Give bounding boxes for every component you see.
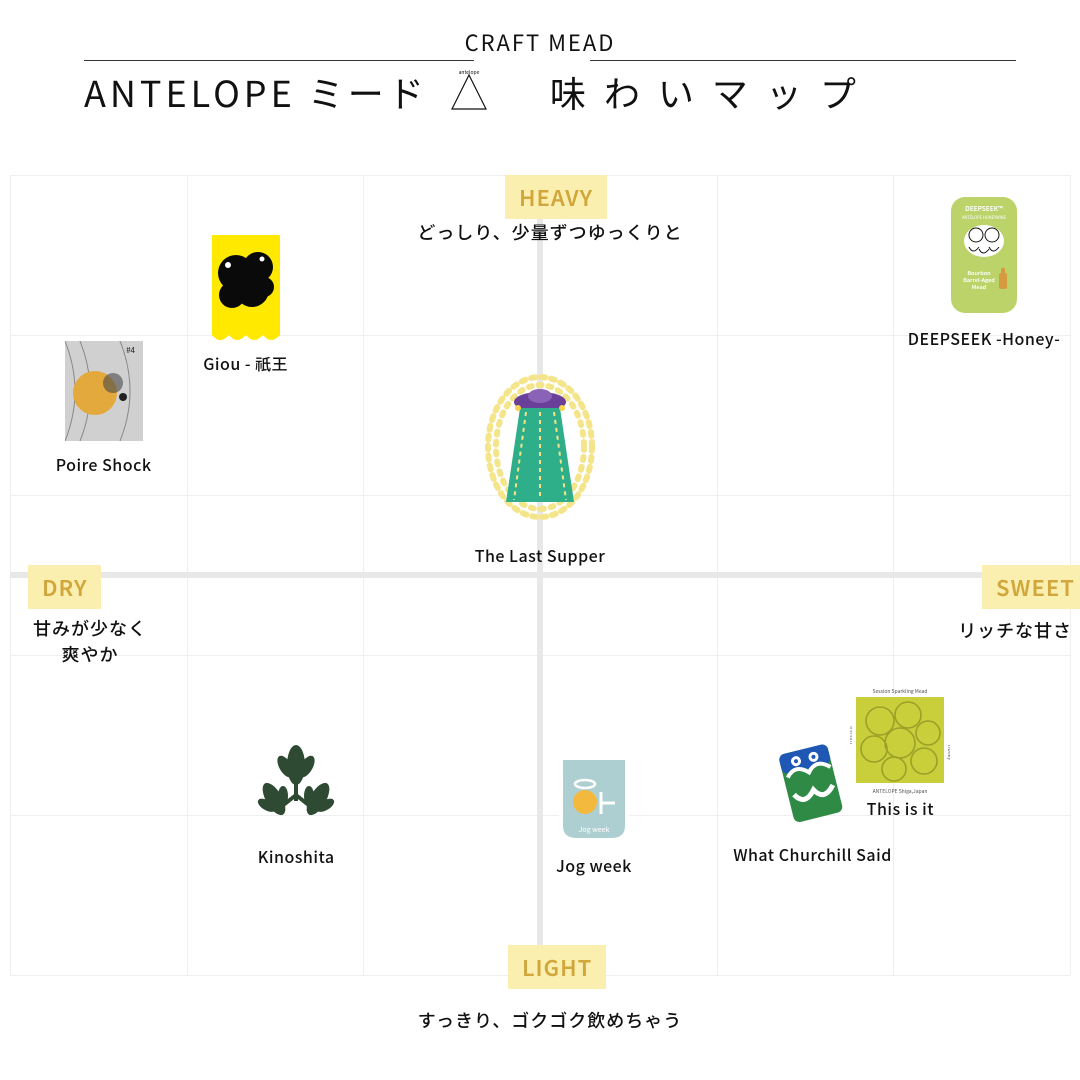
product-label: Poire Shock: [56, 452, 152, 476]
brand-logo-icon: antelope: [446, 69, 492, 115]
axis-horizontal: [10, 572, 1070, 578]
kicker: CRAFT MEAD: [0, 26, 1080, 58]
product-label: The Last Supper: [470, 543, 610, 567]
header-rule-left: [84, 60, 474, 61]
product-thumb-icon: Jog week: [557, 756, 631, 842]
product-thumb-icon: [206, 235, 286, 340]
svg-text:Mead: Mead: [972, 283, 987, 291]
header-rule-right: [590, 60, 1016, 61]
product-thumb-icon: [772, 736, 852, 831]
title-row: ANTELOPE ミード antelope 味わいマップ: [84, 62, 1020, 122]
title-left: ANTELOPE ミード: [84, 66, 428, 118]
svg-text:Jog week: Jog week: [579, 825, 610, 835]
product-thumb-icon: Session Sparkling Mead This is it Honey …: [850, 685, 950, 785]
svg-text:This is it: This is it: [850, 726, 854, 745]
cap-bot: ANTELOPE Shiga,Japan: [873, 788, 928, 795]
product-jog[interactable]: Jog week Jog week: [556, 756, 632, 877]
svg-text:#4: #4: [126, 345, 135, 356]
svg-text:DEEPSEEK™: DEEPSEEK™: [965, 203, 1003, 213]
product-label: What Churchill Said: [733, 842, 892, 866]
product-label: DEEPSEEK -Honey-: [908, 326, 1060, 350]
product-poire[interactable]: #4 Poire Shock: [56, 341, 152, 476]
title-right: 味わいマップ: [550, 66, 874, 118]
axis-tag-dry: DRY: [28, 565, 101, 609]
product-deepseek[interactable]: DEEPSEEK™ ANTELOPE HONEYWINE Bourbon Bar…: [908, 195, 1060, 350]
axis-tag-sweet: SWEET: [982, 565, 1080, 609]
product-supper[interactable]: The Last Supper: [470, 362, 610, 567]
product-kinoshita[interactable]: Kinoshita: [246, 733, 346, 868]
product-label: Kinoshita: [246, 844, 346, 868]
svg-text:ANTELOPE HONEYWINE: ANTELOPE HONEYWINE: [962, 215, 1007, 221]
product-label: This is it: [850, 796, 950, 820]
product-thisisit[interactable]: Session Sparkling Mead This is it Honey …: [850, 685, 950, 820]
flavor-grid: HEAVY LIGHT DRY SWEET どっしり、少量ずつゆっくりと すっき…: [10, 175, 1070, 975]
cap-top: Session Sparkling Mead: [873, 688, 928, 695]
product-label: Jog week: [556, 853, 632, 877]
product-thumb-icon: DEEPSEEK™ ANTELOPE HONEYWINE Bourbon Bar…: [949, 195, 1019, 315]
axis-subtitle-heavy: どっしり、少量ずつゆっくりと: [365, 219, 735, 245]
axis-tag-heavy: HEAVY: [505, 175, 607, 219]
axis-subtitle-light: すっきり、ゴクゴク飲めちゃう: [365, 1007, 735, 1033]
product-thumb-icon: [246, 733, 346, 833]
axis-subtitle-dry: 甘みが少なく爽やか: [10, 615, 170, 667]
stage: CRAFT MEAD ANTELOPE ミード antelope 味わいマップ …: [0, 0, 1080, 1080]
product-label: Giou - 祇王: [203, 351, 288, 375]
product-thumb-icon: [470, 362, 610, 532]
svg-text:Honey: Honey: [946, 745, 950, 761]
product-thumb-icon: #4: [65, 341, 143, 441]
logo-word-top: antelope: [458, 69, 479, 76]
axis-tag-light: LIGHT: [508, 945, 606, 989]
axis-subtitle-sweet: リッチな甘さ: [950, 617, 1080, 643]
product-giou[interactable]: Giou - 祇王: [203, 235, 288, 375]
